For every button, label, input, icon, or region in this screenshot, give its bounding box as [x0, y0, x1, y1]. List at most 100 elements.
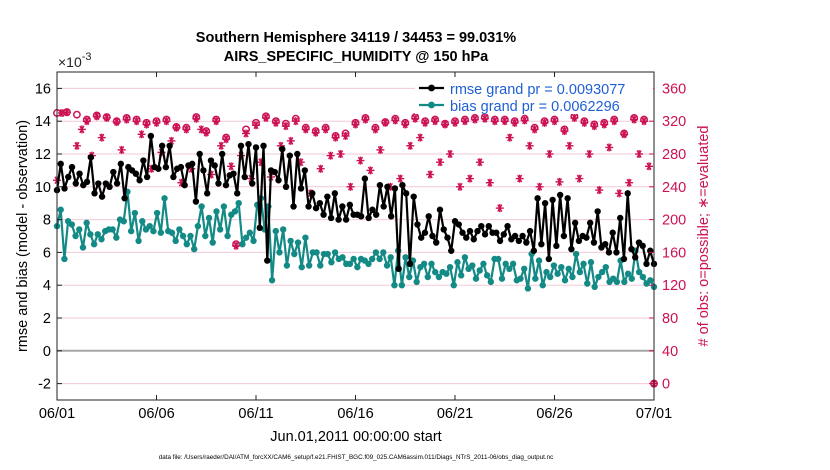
bias-point [279, 226, 287, 233]
bias-point [272, 227, 279, 235]
obs-evaluated-point [351, 120, 360, 129]
obs-evaluated-point [595, 186, 604, 195]
rmse-point [583, 234, 590, 241]
bias-point [647, 277, 654, 284]
obs-evaluated-point [252, 121, 260, 130]
legend-bias-marker [428, 101, 435, 109]
rmse-point [410, 193, 417, 200]
obs-evaluated-point [301, 125, 310, 134]
obs-evaluated-point [162, 117, 171, 126]
obs-evaluated-point [451, 118, 459, 127]
bias-point [113, 234, 120, 241]
bias-point [205, 214, 213, 222]
rmse-point [481, 231, 489, 238]
bias-point [190, 245, 198, 253]
rmse-point [286, 152, 293, 159]
obs-evaluated-point [585, 150, 594, 158]
obs-evaluated-point [510, 118, 519, 127]
bias-point [450, 282, 457, 289]
obs-evaluated-point [635, 150, 644, 158]
rmse-point [136, 177, 143, 184]
rmse-point [564, 195, 571, 202]
rmse-point [211, 162, 218, 169]
bias-point [135, 237, 142, 245]
y-right-tick-label: 240 [662, 180, 686, 196]
bias-point [457, 272, 465, 279]
rmse-point [444, 234, 451, 241]
bias-point [554, 270, 561, 277]
rmse-point [91, 190, 98, 197]
rmse-point [181, 181, 188, 189]
bias-point [561, 277, 569, 284]
y-left-tick-label: 6 [43, 245, 51, 261]
obs-evaluated-point [336, 150, 345, 158]
rmse-point [380, 203, 387, 210]
obs-evaluated-point [331, 133, 340, 142]
rmse-point [387, 213, 395, 220]
y-right-tick-label: 80 [662, 311, 678, 327]
bias-point [161, 195, 168, 202]
rmse-point [436, 206, 444, 213]
rmse-point [647, 247, 654, 254]
bias-point [380, 249, 387, 256]
y-left-tick-label: 12 [35, 147, 51, 163]
rmse-point [140, 157, 147, 164]
obs-evaluated-point [530, 125, 539, 134]
rmse-point [305, 203, 312, 210]
y-right-tick-label: 320 [662, 114, 686, 130]
rmse-point [147, 132, 155, 140]
rmse-point [279, 145, 286, 153]
obs-evaluated-point [132, 117, 141, 126]
obs-evaluated-point [271, 118, 280, 127]
obs-evaluated-point [545, 150, 554, 158]
bias-point [328, 259, 335, 266]
rmse-point [249, 180, 256, 187]
rmse-point [433, 239, 440, 246]
bias-point [483, 272, 491, 279]
bias-point [305, 262, 313, 269]
rmse-series-layer [53, 132, 658, 272]
rmse-point [335, 216, 342, 223]
y-left-tick-label: 0 [43, 344, 51, 360]
rmse-line [55, 134, 656, 270]
rmse-point [72, 180, 79, 187]
obs-evaluated-point [137, 130, 146, 139]
rmse-point [429, 232, 436, 240]
rmse-point [271, 168, 278, 176]
rmse-point [399, 181, 406, 189]
bias-point [87, 231, 94, 238]
rmse-point [609, 229, 616, 236]
obs-evaluated-point [152, 118, 161, 127]
rmse-point [534, 195, 541, 202]
obs-evaluated-point [480, 114, 489, 123]
bias-point [198, 203, 205, 210]
rmse-point [162, 163, 170, 171]
bias-point [172, 237, 179, 245]
bias-point [354, 263, 361, 271]
bias-point [591, 283, 598, 291]
bias-point [372, 249, 380, 256]
rmse-point [113, 180, 121, 187]
obs-evaluated-point [396, 174, 405, 183]
y-right-tick-label: 280 [662, 147, 686, 163]
rmse-point [357, 213, 365, 220]
bias-point [639, 273, 647, 281]
obs-evaluated-point [475, 158, 484, 167]
rmse-point [421, 229, 429, 236]
bias-point [179, 232, 187, 240]
bias-point [398, 282, 406, 289]
obs-evaluated-point [356, 156, 365, 165]
rmse-point [331, 190, 339, 197]
obs-evaluated-point [625, 178, 634, 187]
obs-evaluated-point [202, 128, 211, 137]
obs-evaluated-point [421, 118, 430, 127]
rmse-point [65, 173, 72, 181]
rmse-point [466, 227, 474, 235]
bias-point [202, 232, 209, 240]
obs-evaluated-point [401, 120, 410, 129]
rmse-point [309, 190, 316, 197]
rmse-point [121, 195, 128, 202]
bias-point [109, 226, 116, 233]
bias-point [239, 241, 246, 248]
obs-evaluated-point [346, 182, 355, 191]
